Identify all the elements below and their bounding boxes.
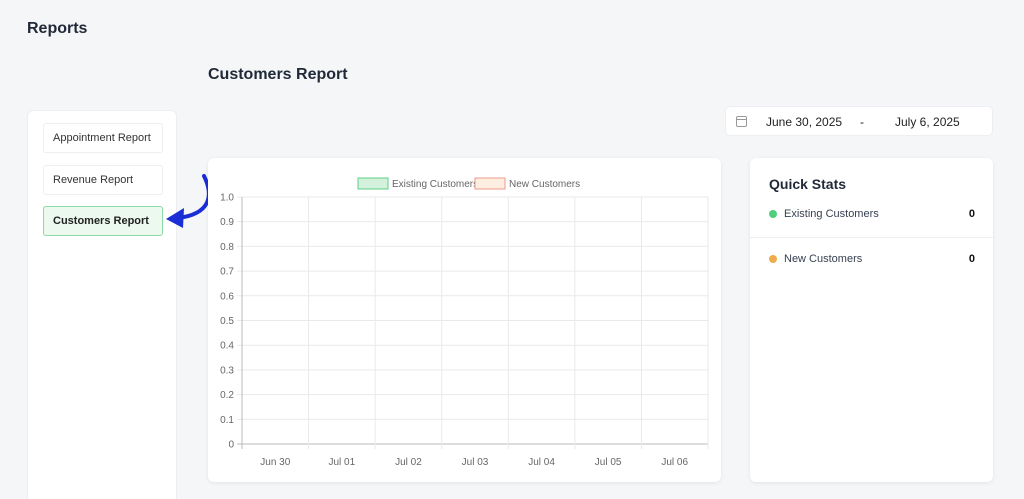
y-tick-label: 0 bbox=[228, 440, 234, 451]
y-tick-label: 0.3 bbox=[220, 365, 234, 376]
y-tick-label: 0.1 bbox=[220, 415, 234, 426]
stat-value: 0 bbox=[968, 208, 975, 220]
customers-chart-card: Existing Customers New Customers 1.0 0.9 0… bbox=[208, 158, 721, 482]
sidebar-item-customers-report[interactable]: Customers Report bbox=[43, 206, 163, 236]
existing-customers-dot-icon bbox=[769, 210, 777, 218]
date-range-start[interactable]: June 30, 2025 bbox=[766, 115, 843, 129]
y-tick-label: 0.8 bbox=[220, 242, 234, 253]
y-tick-label: 0.4 bbox=[220, 341, 234, 352]
y-tick-label: 0.5 bbox=[220, 316, 234, 327]
legend-swatch-existing-customers[interactable] bbox=[357, 177, 389, 190]
legend-swatch-new-customers[interactable] bbox=[474, 177, 506, 190]
quick-stats-title: Quick Stats bbox=[769, 176, 847, 192]
date-range-end[interactable]: July 6, 2025 bbox=[895, 115, 960, 129]
sidebar-item-appointment-report[interactable]: Appointment Report bbox=[43, 123, 163, 153]
arrow-pointer-icon bbox=[166, 174, 211, 228]
x-tick-label: Jul 06 bbox=[661, 457, 688, 468]
page-title: Reports bbox=[27, 20, 88, 37]
stat-label: New Customers bbox=[784, 253, 863, 265]
date-range-picker[interactable]: June 30, 2025 - July 6, 2025 bbox=[725, 106, 993, 136]
legend-label-existing-customers[interactable]: Existing Customers bbox=[392, 179, 478, 190]
y-tick-label: 0.9 bbox=[220, 217, 234, 228]
stat-row-existing-customers: Existing Customers 0 bbox=[769, 208, 975, 220]
report-title: Customers Report bbox=[208, 66, 348, 83]
quick-stats-card: Quick Stats Existing Customers 0 New Cus… bbox=[750, 158, 993, 482]
date-range-separator: - bbox=[860, 115, 864, 129]
x-tick-label: Jul 03 bbox=[462, 457, 489, 468]
calendar-icon bbox=[736, 116, 747, 127]
chart-grid bbox=[237, 196, 709, 449]
x-tick-label: Jul 04 bbox=[528, 457, 555, 468]
x-tick-label: Jul 02 bbox=[395, 457, 422, 468]
y-tick-label: 0.2 bbox=[220, 390, 234, 401]
new-customers-dot-icon bbox=[769, 255, 777, 263]
sidebar-item-revenue-report[interactable]: Revenue Report bbox=[43, 165, 163, 195]
stats-divider bbox=[750, 237, 993, 238]
customers-chart: Existing Customers New Customers 1.0 0.9 0… bbox=[220, 177, 709, 468]
stat-row-new-customers: New Customers 0 bbox=[769, 253, 975, 265]
x-tick-label: Jul 01 bbox=[329, 457, 356, 468]
y-tick-label: 0.6 bbox=[220, 291, 234, 302]
report-sidebar: Appointment Report Revenue Report Custom… bbox=[27, 110, 177, 499]
y-tick-label: 0.7 bbox=[220, 267, 234, 278]
legend-label-new-customers[interactable]: New Customers bbox=[509, 179, 580, 190]
chart-legend: Existing Customers New Customers bbox=[357, 177, 580, 190]
y-axis-ticks: 1.0 0.9 0.8 0.7 0.6 0.5 0.4 0.3 0.2 0.1 0 bbox=[220, 193, 234, 451]
x-tick-label: Jun 30 bbox=[260, 457, 290, 468]
stat-label: Existing Customers bbox=[784, 208, 879, 220]
x-tick-label: Jul 05 bbox=[595, 457, 622, 468]
stat-value: 0 bbox=[968, 253, 975, 265]
x-axis-ticks: Jun 30 Jul 01 Jul 02 Jul 03 Jul 04 Jul 05 Jul … bbox=[260, 457, 688, 468]
y-tick-label: 1.0 bbox=[220, 193, 234, 204]
